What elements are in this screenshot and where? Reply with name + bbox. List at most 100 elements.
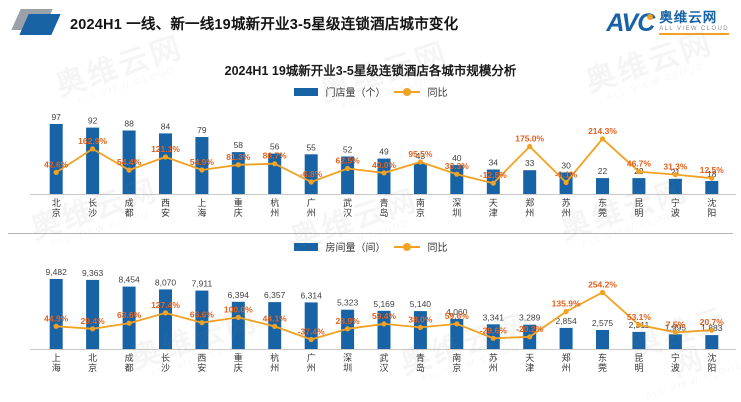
yoy-point [126, 167, 132, 173]
yoy-point [235, 314, 241, 320]
yoy-point [563, 179, 569, 186]
yoy-label: 100.0% [224, 304, 253, 314]
city-label: 汉 [343, 208, 352, 218]
city-label: 州 [307, 363, 316, 373]
yoy-label: 127.4% [151, 300, 180, 310]
city-label: 天 [489, 198, 498, 208]
yoy-point [381, 170, 387, 176]
city-label: 苏 [489, 352, 498, 363]
bar [122, 130, 136, 194]
city-label: 长 [161, 352, 170, 363]
bar-value-label: 5,323 [337, 298, 359, 308]
bar [413, 311, 427, 349]
yoy-point [53, 169, 59, 175]
city-label: 州 [489, 363, 498, 373]
bar-value-label: 79 [197, 125, 207, 135]
bar [632, 178, 646, 194]
legend-bar-swatch [293, 87, 318, 96]
city-label: 深 [343, 353, 352, 363]
city-label: 武 [379, 352, 388, 363]
yoy-label: 28.9% [336, 316, 361, 326]
logo: AVC 奥维云网 ALL VIEW CLOUD [606, 8, 729, 37]
yoy-label: 175.0% [515, 134, 544, 144]
logo-name: 奥维云网 [659, 9, 718, 25]
city-label: 杭 [270, 352, 279, 363]
bar [122, 286, 136, 349]
city-label: 北 [52, 198, 61, 208]
city-label: 东 [598, 197, 607, 208]
legend-bar-label: 门店量（个） [325, 88, 386, 99]
city-label: 沙 [88, 208, 97, 218]
yoy-point [672, 172, 679, 178]
city-label: 波 [671, 207, 680, 218]
yoy-point [235, 162, 241, 168]
bar-value-label: 56 [270, 142, 280, 152]
city-label: 州 [562, 208, 571, 218]
legend-bar-label: 房间量（间） [325, 243, 386, 254]
city-label: 宁 [671, 352, 680, 363]
bar-value-label: 97 [51, 112, 61, 122]
city-label: 明 [634, 208, 643, 218]
yoy-point [162, 310, 169, 316]
yoy-point [636, 169, 642, 175]
city-label: 都 [125, 208, 134, 218]
yoy-point [563, 309, 569, 315]
bar-value-label: 6,394 [228, 290, 250, 300]
yoy-label: 81.3% [226, 152, 251, 162]
city-label: 广 [307, 197, 316, 208]
city-label: 津 [489, 208, 498, 218]
yoy-point [90, 146, 96, 152]
yoy-label: -20.2% [516, 324, 543, 334]
stores-legend: 门店量（个） 同比 [0, 84, 741, 99]
city-label: 上 [197, 198, 206, 208]
bar-value-label: 8,454 [118, 275, 140, 285]
yoy-point [417, 159, 423, 165]
bar [49, 279, 63, 349]
legend-line-swatch [393, 87, 420, 96]
yoy-point [90, 326, 96, 332]
bar [341, 156, 355, 194]
city-label: 青 [379, 197, 388, 208]
city-label: 京 [88, 362, 97, 373]
bar-value-label: 3,341 [483, 312, 505, 322]
city-label: 北 [88, 353, 97, 363]
city-label: 郑 [562, 352, 571, 363]
bar [49, 124, 63, 194]
stores-chart: 9792888479585655524943403433302222211842… [30, 112, 736, 218]
city-label: 深 [452, 198, 461, 208]
city-label: 州 [270, 363, 279, 373]
bar-value-label: 18 [707, 169, 717, 179]
yoy-point [199, 320, 205, 326]
bar-value-label: 5,169 [373, 299, 395, 309]
yoy-point [417, 324, 423, 330]
city-label: 阳 [707, 208, 716, 218]
yoy-point [672, 329, 679, 335]
yoy-point [162, 154, 169, 160]
city-label: 津 [525, 363, 534, 373]
city-label: 南 [452, 352, 461, 363]
bar-value-label: 22 [598, 166, 608, 176]
city-label: 成 [125, 352, 134, 363]
city-label: 安 [161, 207, 170, 218]
city-label: 州 [562, 363, 571, 373]
yoy-points-group: 44.9% 29.4% 63.6% 127.4% 66.6% 100.0% 44.1% -37… [44, 280, 724, 343]
city-label: 西 [161, 198, 170, 208]
bar [559, 327, 573, 349]
bar-value-label: 88 [124, 119, 134, 129]
yoy-label: 62.5% [336, 156, 361, 166]
bar [705, 335, 719, 349]
yoy-label: 59.4% [372, 311, 397, 321]
yoy-point [599, 136, 606, 142]
yoy-label: -29.6% [480, 325, 507, 335]
city-label: 广 [307, 352, 316, 363]
bar-value-label: 1,995 [665, 322, 687, 332]
logo-avc-icon: AVC [606, 8, 655, 37]
yoy-point [126, 320, 132, 326]
city-label: 昆 [634, 353, 643, 363]
bar [632, 331, 646, 349]
city-label: 波 [671, 362, 680, 373]
yoy-label: 12.5% [700, 165, 725, 175]
bar-value-label: 5,140 [410, 299, 432, 309]
